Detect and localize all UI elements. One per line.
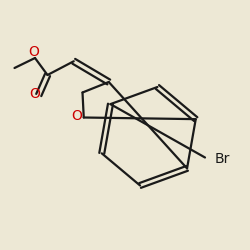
Text: O: O [28, 46, 39, 60]
Text: O: O [29, 87, 40, 101]
Text: Br: Br [215, 152, 230, 166]
Text: O: O [71, 109, 82, 123]
